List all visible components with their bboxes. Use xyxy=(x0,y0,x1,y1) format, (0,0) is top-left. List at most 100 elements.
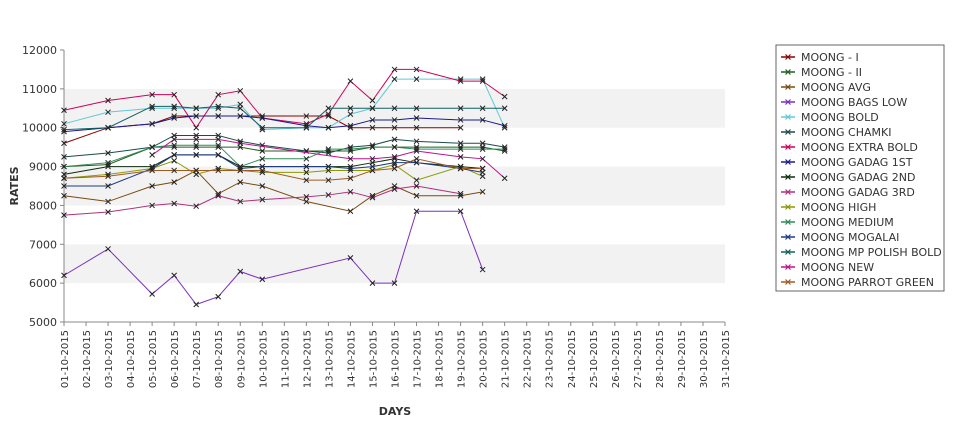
data-point xyxy=(61,120,67,127)
data-point xyxy=(259,276,266,283)
data-point xyxy=(413,183,420,189)
data-point xyxy=(369,167,376,174)
x-tick-label: 01-10-2015 xyxy=(60,330,71,388)
data-point xyxy=(171,136,178,143)
legend-label: MOONG GADAG 3RD xyxy=(801,186,915,199)
legend-marker xyxy=(785,189,791,195)
data-point xyxy=(391,280,398,286)
data-point xyxy=(193,105,200,112)
data-point xyxy=(215,293,222,300)
data-point xyxy=(149,183,155,189)
series-moong-mp-polish-bold xyxy=(61,103,508,133)
y-tick-label: 6000 xyxy=(29,277,57,290)
data-point xyxy=(369,144,376,150)
data-point xyxy=(347,78,354,84)
data-point xyxy=(391,124,398,131)
data-point xyxy=(259,155,266,162)
x-axis: 01-10-2015 02-10-2015 03-10-2015 04-10-2015… xyxy=(60,322,732,388)
series-line xyxy=(63,160,483,181)
data-point xyxy=(369,194,376,201)
data-point xyxy=(391,186,398,192)
data-point xyxy=(325,177,332,184)
data-point xyxy=(215,152,222,158)
data-point xyxy=(61,272,67,279)
data-point xyxy=(237,113,244,119)
data-point xyxy=(193,301,200,308)
legend-item: MOONG EXTRA BOLD xyxy=(781,141,918,154)
data-point xyxy=(347,105,354,112)
data-point xyxy=(149,202,155,209)
series-moong-gadag-3rd xyxy=(61,183,464,218)
x-tick-label: 26-10-2015 xyxy=(611,330,622,388)
data-point xyxy=(215,142,222,149)
data-point xyxy=(215,113,222,119)
data-point xyxy=(303,163,310,170)
data-point xyxy=(479,266,486,273)
x-tick-label: 13-10-2015 xyxy=(324,330,335,388)
data-point xyxy=(259,148,266,154)
x-tick-label: 05-10-2015 xyxy=(148,330,159,388)
data-point xyxy=(149,144,155,150)
legend-marker xyxy=(785,114,791,120)
data-point xyxy=(303,169,310,176)
data-point xyxy=(347,111,354,117)
data-point xyxy=(325,111,332,117)
data-point xyxy=(237,268,244,275)
data-point xyxy=(347,208,354,215)
x-tick-label: 14-10-2015 xyxy=(346,330,357,388)
data-point xyxy=(347,255,354,261)
data-point xyxy=(325,105,332,112)
legend: MOONG - I MOONG - II MOONG AVG MOONG BAGS L… xyxy=(775,44,945,292)
legend-item: MOONG GADAG 2ND xyxy=(781,171,915,184)
legend-label: MOONG MP POLISH BOLD xyxy=(801,246,942,259)
legend-label: MOONG GADAG 1ST xyxy=(801,156,913,169)
legend-label: MOONG HIGH xyxy=(801,201,876,214)
data-point xyxy=(413,105,420,112)
data-point xyxy=(61,140,67,147)
data-point xyxy=(215,192,222,199)
data-point xyxy=(149,152,155,158)
data-point xyxy=(479,146,486,152)
data-point xyxy=(61,163,67,170)
legend-label: MOONG BAGS LOW xyxy=(801,96,907,109)
series-line xyxy=(64,154,483,187)
data-point xyxy=(391,117,398,123)
data-point xyxy=(347,122,354,129)
data-point xyxy=(171,142,178,149)
data-point xyxy=(105,150,111,156)
data-point xyxy=(61,212,67,218)
data-point xyxy=(61,126,67,133)
data-point xyxy=(347,175,354,182)
y-tick-label: 12000 xyxy=(22,44,57,57)
data-point xyxy=(303,177,310,184)
data-point xyxy=(105,159,111,166)
data-point xyxy=(479,117,486,123)
y-tick-label: 5000 xyxy=(29,316,57,329)
data-point xyxy=(413,148,420,154)
data-point xyxy=(171,167,178,174)
legend-marker xyxy=(785,174,791,180)
x-tick-label: 15-10-2015 xyxy=(368,330,379,388)
legend-item: MOONG - II xyxy=(781,66,862,79)
data-point xyxy=(391,165,398,172)
data-point xyxy=(457,146,464,152)
data-point xyxy=(457,105,464,112)
data-point xyxy=(149,291,155,297)
legend-marker xyxy=(785,204,791,210)
data-point xyxy=(105,183,111,189)
legend-marker xyxy=(785,279,791,285)
legend-marker xyxy=(785,249,791,255)
legend-marker xyxy=(785,84,791,90)
data-point xyxy=(457,208,464,215)
data-point xyxy=(457,78,464,84)
grid-band xyxy=(64,205,725,245)
x-tick-label: 09-10-2015 xyxy=(236,330,247,388)
series-line xyxy=(63,210,484,306)
data-point xyxy=(303,155,310,162)
data-point xyxy=(215,136,222,143)
data-point xyxy=(237,167,244,174)
series-layer xyxy=(61,66,508,308)
series-line xyxy=(63,158,483,181)
series-moong-bags-low xyxy=(61,208,486,308)
